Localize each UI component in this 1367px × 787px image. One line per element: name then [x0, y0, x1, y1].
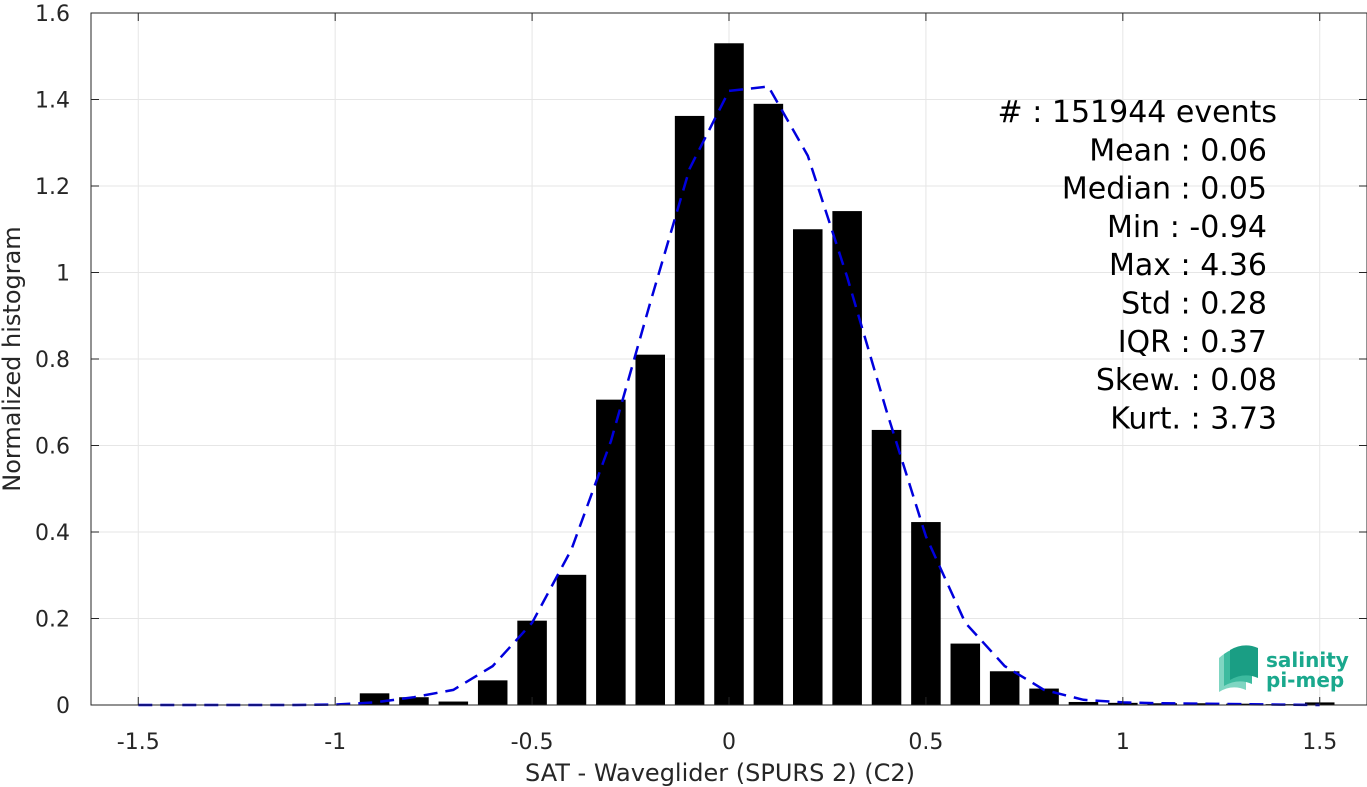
histogram-bar	[438, 701, 469, 705]
y-axis-label: Normalized histogram	[0, 226, 26, 491]
histogram-bar	[911, 522, 941, 705]
histogram-bar	[477, 680, 508, 705]
stat-line: Median : 0.05	[1062, 172, 1267, 207]
salinity-pi-mep-logo: salinity pi-mep	[1219, 645, 1349, 692]
x-tick-label: 0.5	[908, 730, 943, 755]
y-tick-label: 1	[56, 262, 70, 287]
x-tick-label: 1.5	[1302, 730, 1337, 755]
histogram-bar	[596, 399, 626, 705]
stat-line: Min : -0.94	[1107, 210, 1267, 245]
histogram-bar	[871, 429, 902, 705]
histogram-bar	[714, 43, 744, 705]
histogram-bar	[399, 697, 429, 705]
histogram-bar	[556, 574, 587, 705]
y-tick-label: 0.4	[35, 521, 70, 546]
y-tick-label: 1.4	[35, 89, 70, 114]
x-tick-label: -1	[324, 730, 346, 755]
y-tick-label: 0.6	[35, 435, 70, 460]
logo-text-pi-mep: pi-mep	[1266, 668, 1344, 692]
stat-line: # : 151944 events	[998, 95, 1277, 130]
stat-line: Mean : 0.06	[1089, 133, 1267, 168]
histogram-bar	[753, 103, 784, 705]
y-tick-label: 0	[56, 694, 70, 719]
stat-line: Kurt. : 3.73	[1110, 401, 1277, 436]
histogram-bar	[950, 643, 981, 705]
y-tick-label: 0.8	[35, 348, 70, 373]
histogram-bar	[1029, 688, 1059, 705]
stat-line: Max : 4.36	[1109, 248, 1267, 283]
y-tick-label: 1.6	[35, 2, 70, 27]
x-tick-label: 0	[722, 730, 736, 755]
y-tick-label: 1.2	[35, 175, 70, 200]
bars	[359, 43, 1335, 705]
histogram-bar	[1186, 703, 1217, 705]
histogram-bar	[359, 693, 390, 705]
x-axis-label: SAT - Waveglider (SPURS 2) (C2)	[525, 759, 915, 787]
stat-line: Skew. : 0.08	[1096, 363, 1277, 398]
logo-text-salinity: salinity	[1266, 648, 1349, 672]
histogram-bar	[832, 211, 862, 705]
histogram-bar	[674, 115, 705, 705]
histogram-bar	[989, 671, 1020, 705]
x-axis-ticks: -1.5 -1 -0.5 0 0.5 1 1.5	[117, 13, 1337, 755]
stat-line: Std : 0.28	[1121, 287, 1267, 322]
histogram-bar	[792, 229, 823, 705]
y-tick-label: 0.2	[35, 608, 70, 633]
wave-logo-icon	[1219, 645, 1258, 692]
x-tick-label: 1	[1116, 730, 1130, 755]
x-tick-label: -0.5	[511, 730, 554, 755]
histogram-bar	[1068, 701, 1099, 705]
y-axis-ticks: 0 0.2 0.4 0.6 0.8 1 1.2 1.4 1.6	[35, 2, 1367, 719]
histogram-bar	[635, 354, 666, 705]
x-tick-label: -1.5	[117, 730, 160, 755]
stat-line: IQR : 0.37	[1118, 325, 1267, 360]
